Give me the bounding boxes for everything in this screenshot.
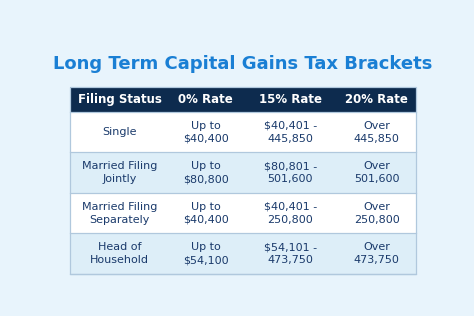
Text: Up to
$80,800: Up to $80,800: [183, 161, 228, 184]
Text: Over
250,800: Over 250,800: [354, 202, 400, 225]
Text: Over
445,850: Over 445,850: [354, 120, 400, 144]
Bar: [70, 87, 416, 112]
Text: Over
473,750: Over 473,750: [354, 242, 400, 265]
Bar: [70, 87, 416, 274]
Text: Head of
Household: Head of Household: [90, 242, 149, 265]
Bar: [70, 234, 416, 274]
Text: Single: Single: [102, 127, 137, 137]
Text: 15% Rate: 15% Rate: [259, 93, 322, 106]
Text: $40,401 -
445,850: $40,401 - 445,850: [264, 120, 317, 144]
Text: Over
501,600: Over 501,600: [354, 161, 400, 184]
Text: $40,401 -
250,800: $40,401 - 250,800: [264, 202, 317, 225]
Text: Long Term Capital Gains Tax Brackets: Long Term Capital Gains Tax Brackets: [53, 55, 433, 73]
Text: Up to
$40,400: Up to $40,400: [183, 120, 228, 144]
Bar: [70, 112, 416, 152]
Bar: [70, 152, 416, 193]
Text: 20% Rate: 20% Rate: [345, 93, 408, 106]
Text: Married Filing
Jointly: Married Filing Jointly: [82, 161, 157, 184]
Text: $54,101 -
473,750: $54,101 - 473,750: [264, 242, 317, 265]
Text: Up to
$54,100: Up to $54,100: [183, 242, 228, 265]
Bar: [70, 193, 416, 234]
Text: $80,801 -
501,600: $80,801 - 501,600: [264, 161, 317, 184]
Text: Filing Status: Filing Status: [78, 93, 162, 106]
Text: Up to
$40,400: Up to $40,400: [183, 202, 228, 225]
Text: 0% Rate: 0% Rate: [178, 93, 233, 106]
Text: Married Filing
Separately: Married Filing Separately: [82, 202, 157, 225]
